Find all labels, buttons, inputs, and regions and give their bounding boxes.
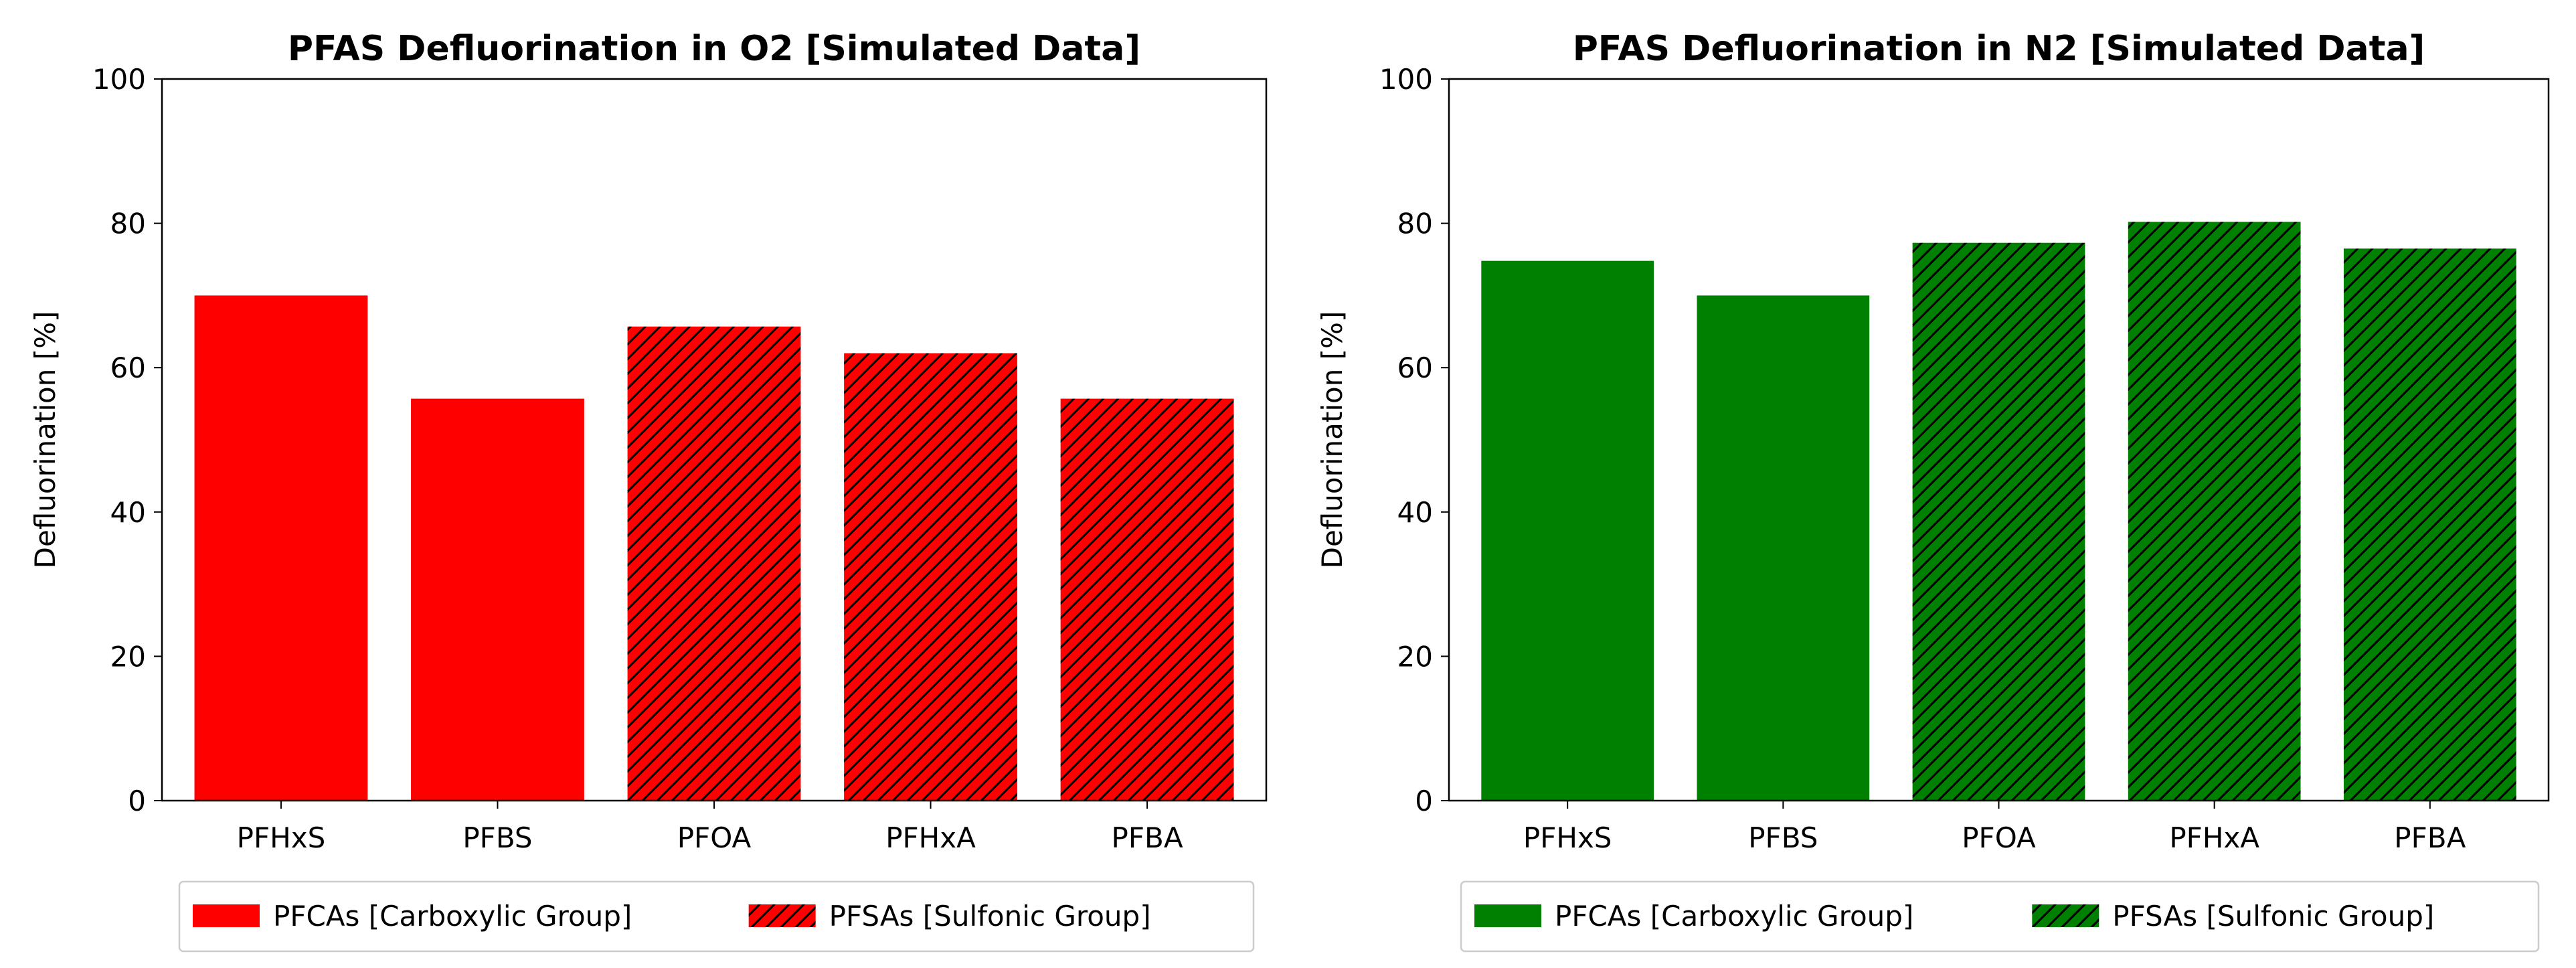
x-tick-label: PFOA bbox=[677, 821, 752, 854]
x-tick-label: PFBS bbox=[462, 821, 532, 854]
bar-pfbs bbox=[411, 398, 584, 801]
y-tick-label: 20 bbox=[110, 640, 146, 673]
legend-label: PFSAs [Sulfonic Group] bbox=[2112, 900, 2434, 933]
bar-pfba bbox=[1060, 398, 1234, 801]
x-tick-label: PFHxA bbox=[2169, 821, 2259, 854]
chart-title: PFAS Defluorination in N2 [Simulated Dat… bbox=[1573, 29, 2425, 69]
bar-pfoa bbox=[1912, 242, 2085, 801]
plot-frame bbox=[1448, 78, 2550, 802]
y-tick-label: 100 bbox=[92, 63, 146, 96]
x-tick-label: PFBS bbox=[1748, 821, 1818, 854]
y-tick-label: 80 bbox=[110, 208, 146, 240]
x-tick-label: PFHxS bbox=[1523, 821, 1612, 854]
x-tick-label: PFOA bbox=[1962, 821, 2036, 854]
legend-box bbox=[1460, 880, 2540, 953]
y-tick-label: 40 bbox=[1397, 496, 1433, 529]
y-axis-label: Defluorination [%] bbox=[29, 311, 62, 569]
bar-pfhxs bbox=[194, 295, 368, 801]
bar-pfbs bbox=[1697, 295, 1870, 801]
legend-label: PFSAs [Sulfonic Group] bbox=[829, 900, 1151, 933]
y-tick-label: 100 bbox=[1379, 63, 1433, 96]
legend-label: PFCAs [Carboxylic Group] bbox=[1555, 900, 1913, 933]
x-tick-label: PFBA bbox=[2394, 821, 2466, 854]
y-tick-label: 60 bbox=[110, 351, 146, 384]
bar-pfba bbox=[2343, 248, 2516, 801]
plot-frame bbox=[161, 78, 1268, 802]
bar-pfhxa bbox=[844, 353, 1017, 801]
legend: PFCAs [Carboxylic Group] PFSAs [Sulfonic … bbox=[1460, 880, 2540, 953]
chart-title: PFAS Defluorination in O2 [Simulated Dat… bbox=[288, 29, 1140, 69]
bar-pfhxs bbox=[1481, 260, 1654, 801]
legend: PFCAs [Carboxylic Group] PFSAs [Sulfonic … bbox=[178, 880, 1255, 953]
y-tick-label: 20 bbox=[1397, 640, 1433, 673]
chart-panel-2: PFAS Defluorination in N2 [Simulated Dat… bbox=[1316, 29, 2550, 953]
y-tick-label: 0 bbox=[1415, 785, 1433, 817]
y-tick-label: 40 bbox=[110, 496, 146, 529]
legend-swatch bbox=[748, 904, 816, 927]
bar-pfoa bbox=[627, 326, 801, 801]
legend-label: PFCAs [Carboxylic Group] bbox=[273, 900, 632, 933]
bar-pfhxa bbox=[2128, 222, 2301, 801]
legend-box bbox=[178, 880, 1255, 953]
y-tick-label: 60 bbox=[1397, 351, 1433, 384]
x-tick-label: PFHxS bbox=[237, 821, 326, 854]
x-tick-label: PFBA bbox=[1112, 821, 1183, 854]
y-tick-label: 0 bbox=[128, 785, 146, 817]
y-tick-label: 80 bbox=[1397, 208, 1433, 240]
x-tick-label: PFHxA bbox=[885, 821, 976, 854]
chart-panel-1: PFAS Defluorination in O2 [Simulated Dat… bbox=[29, 29, 1268, 953]
y-axis-label: Defluorination [%] bbox=[1316, 311, 1349, 569]
legend-swatch bbox=[193, 904, 260, 927]
legend-swatch bbox=[2032, 904, 2099, 927]
legend-swatch bbox=[1474, 904, 1541, 927]
